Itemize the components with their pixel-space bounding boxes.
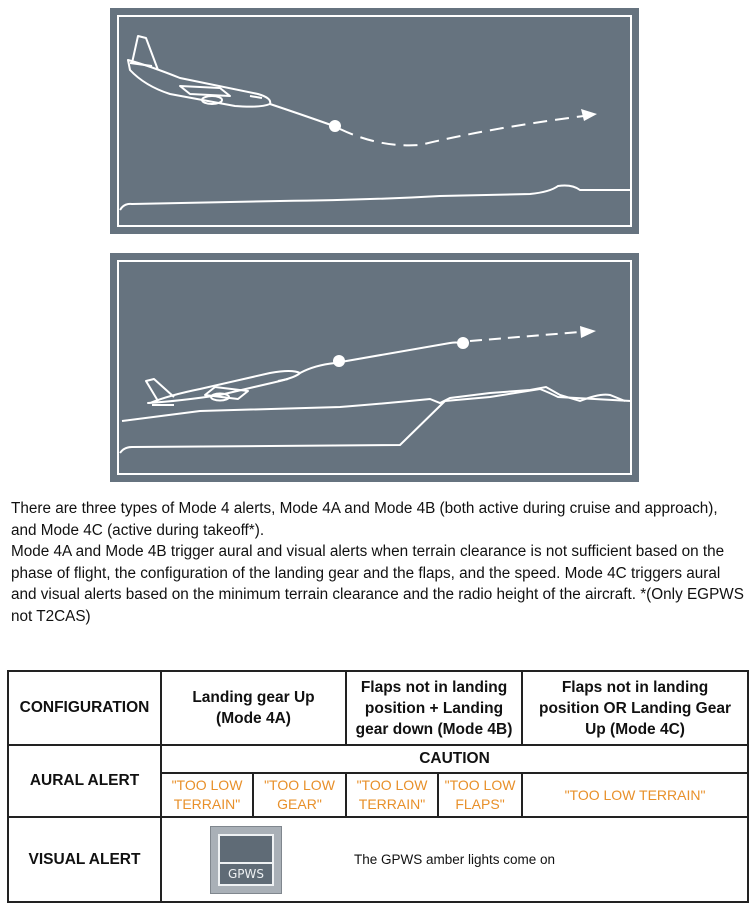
mode4-alerts-table: CONFIGURATION Landing gear Up (Mode 4A) … (7, 670, 750, 903)
aural-4b-flaps: "TOO LOW FLAPS" (436, 772, 524, 818)
flight-path-arrowhead (581, 109, 597, 121)
alert-point (329, 120, 341, 132)
table-row-configuration: CONFIGURATION Landing gear Up (Mode 4A) … (7, 670, 750, 746)
flight-path-solid (299, 341, 461, 374)
terrain-line-lower (119, 387, 632, 454)
alert-point-1 (333, 355, 345, 367)
climb-diagram-svg (117, 260, 632, 475)
header-mode-4b: Flaps not in landing position + Landing … (344, 670, 524, 746)
flight-path-arrowhead (580, 326, 596, 338)
descent-diagram-svg (117, 15, 632, 227)
aircraft-icon (145, 370, 301, 406)
description-paragraph-1: There are three types of Mode 4 alerts, … (11, 500, 718, 539)
terrain-line-upper (121, 385, 626, 422)
table-row-aural-caution: AURAL ALERT CAUTION (7, 744, 750, 818)
aural-4c-terrain: "TOO LOW TERRAIN" (521, 772, 750, 818)
mode4-descent-diagram (110, 8, 639, 234)
configuration-label: CONFIGURATION (7, 670, 162, 746)
flight-path-solid (269, 103, 335, 127)
visual-alert-cell: GPWS The GPWS amber lights come on (159, 816, 750, 903)
description: There are three types of Mode 4 alerts, … (11, 498, 746, 627)
mode4-climb-diagram (110, 253, 639, 482)
aural-4a-terrain: "TOO LOW TERRAIN" (160, 772, 254, 818)
aural-4a-gear: "TOO LOW GEAR" (252, 772, 347, 818)
flight-path-dashed (469, 331, 581, 342)
aural-4b-terrain: "TOO LOW TERRAIN" (345, 772, 439, 818)
gpws-indicator-icon: GPWS (210, 826, 282, 894)
header-mode-4a: Landing gear Up (Mode 4A) (160, 670, 347, 746)
visual-alert-text: The GPWS amber lights come on (353, 851, 556, 867)
terrain-line (119, 184, 631, 211)
caution-heading: CAUTION (159, 744, 750, 774)
description-paragraph-2: Mode 4A and Mode 4B trigger aural and vi… (11, 543, 744, 625)
table-row-visual: VISUAL ALERT GPWS The GPWS amber lights … (7, 816, 750, 903)
alert-point-2 (457, 337, 469, 349)
aircraft-icon (127, 35, 272, 108)
table-row-aural-messages: "TOO LOW TERRAIN" "TOO LOW GEAR" "TOO LO… (8, 772, 750, 818)
flight-path-dashed (339, 115, 585, 147)
visual-alert-label: VISUAL ALERT (7, 816, 162, 903)
header-mode-4c: Flaps not in landing position OR Landing… (521, 670, 750, 746)
aural-alert-label: AURAL ALERT (7, 744, 162, 818)
gpws-indicator-label: GPWS (227, 867, 265, 881)
